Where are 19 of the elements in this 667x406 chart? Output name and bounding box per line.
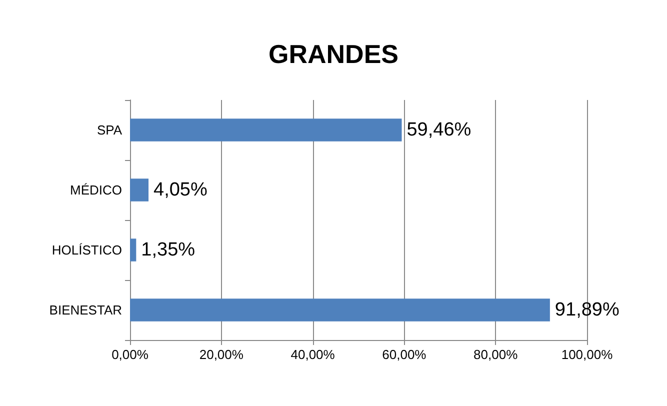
bar (130, 118, 402, 142)
x-tick-label: 60,00% (382, 347, 427, 362)
bar (130, 238, 136, 262)
data-label: 1,35% (141, 240, 196, 260)
y-tick-label: BIENESTAR (49, 302, 122, 318)
data-label: 59,46% (406, 120, 472, 140)
y-tick-label: SPA (96, 122, 122, 138)
x-tick-label: 40,00% (290, 347, 336, 362)
data-label: 91,89% (554, 300, 620, 320)
y-tick-label: MÉDICO (70, 182, 122, 198)
x-tick-label: 80,00% (474, 347, 518, 362)
chart-title: GRANDES (268, 39, 399, 69)
bar (130, 298, 550, 322)
y-tick-label: HOLÍSTICO (52, 242, 122, 258)
x-tick-label: 100,00% (561, 347, 614, 362)
data-label: 4,05% (154, 180, 208, 200)
x-tick-label: 0,00% (112, 347, 149, 362)
bar (130, 178, 149, 202)
x-tick-label: 20,00% (199, 347, 244, 362)
